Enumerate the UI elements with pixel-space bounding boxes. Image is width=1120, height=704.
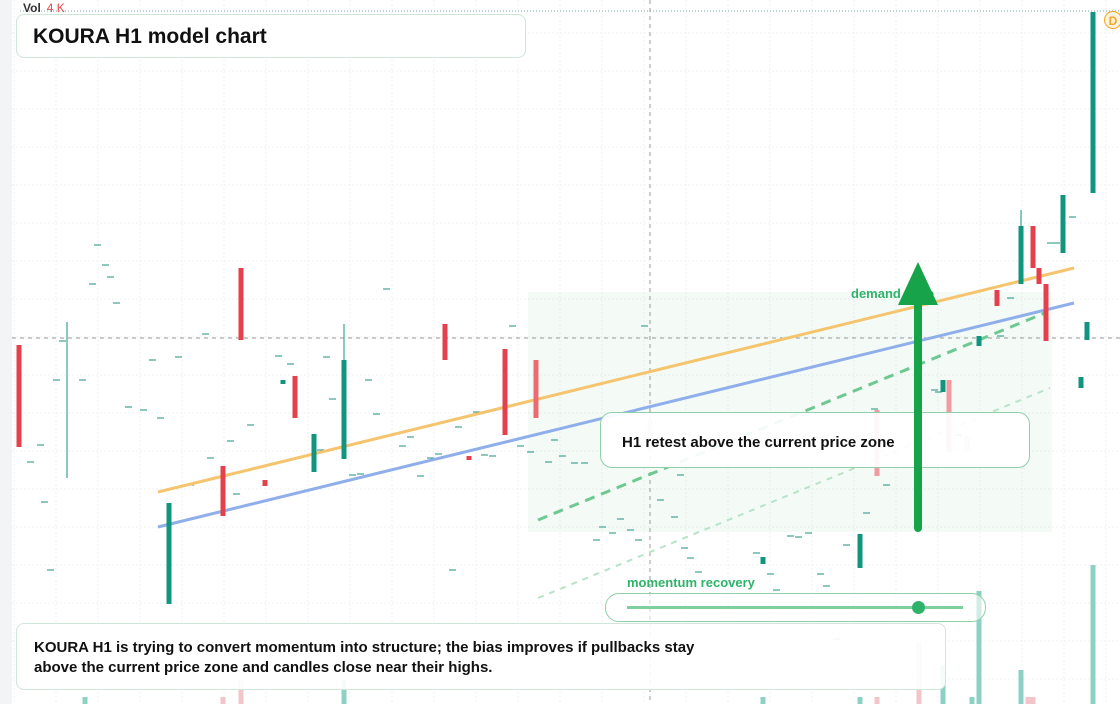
candle bbox=[311, 434, 317, 472]
candle bbox=[760, 557, 766, 564]
volume-bar bbox=[760, 697, 766, 704]
vol-label: Vol bbox=[23, 1, 41, 15]
volume-bar bbox=[1025, 697, 1031, 704]
zone-label: demand zone bbox=[851, 286, 935, 301]
momentum-label: momentum recovery bbox=[627, 575, 755, 590]
slider-handle[interactable] bbox=[912, 601, 925, 614]
volume-bar bbox=[220, 697, 226, 704]
candle bbox=[442, 324, 448, 360]
title: KOURA H1 model chart bbox=[16, 14, 526, 58]
candle bbox=[940, 380, 946, 392]
volume-bar bbox=[341, 680, 347, 704]
candle bbox=[1084, 322, 1090, 340]
note: KOURA H1 is trying to convert momentum i… bbox=[16, 623, 946, 690]
candle bbox=[220, 466, 226, 516]
candle bbox=[994, 290, 1000, 306]
candle bbox=[262, 480, 268, 486]
candle bbox=[1043, 284, 1049, 341]
candle bbox=[1018, 226, 1024, 284]
volume-bar bbox=[82, 697, 88, 704]
candle bbox=[1090, 12, 1096, 193]
candle bbox=[1036, 268, 1042, 284]
slider-track bbox=[627, 606, 963, 609]
volume-legend: Vol 4 K bbox=[23, 1, 65, 15]
candle bbox=[976, 336, 982, 346]
volume-bar bbox=[969, 697, 975, 704]
badge[interactable]: D bbox=[1104, 11, 1120, 29]
candle bbox=[1030, 226, 1036, 268]
candle bbox=[238, 268, 244, 340]
volume-bar bbox=[1030, 697, 1036, 704]
candle bbox=[533, 360, 539, 418]
candle bbox=[280, 380, 286, 384]
volume-bar bbox=[1018, 670, 1024, 704]
volume-bar bbox=[874, 697, 880, 704]
candle bbox=[466, 456, 472, 460]
candle bbox=[341, 360, 347, 459]
candle bbox=[502, 349, 508, 435]
volume-bar bbox=[1090, 565, 1096, 704]
left-edge bbox=[0, 0, 12, 704]
candle bbox=[166, 503, 172, 604]
volume-bar bbox=[857, 697, 863, 704]
momentum-slider[interactable] bbox=[605, 593, 986, 622]
candle bbox=[857, 534, 863, 568]
candle bbox=[16, 345, 22, 447]
vol-value: 4 K bbox=[46, 1, 65, 15]
volume-bar bbox=[976, 591, 982, 704]
candle bbox=[292, 376, 298, 418]
candle bbox=[1078, 377, 1084, 388]
volume-bar bbox=[238, 680, 244, 704]
candle bbox=[1060, 195, 1066, 253]
candle bbox=[66, 322, 68, 478]
retest-callout: H1 retest above the current price zone bbox=[600, 412, 1030, 468]
